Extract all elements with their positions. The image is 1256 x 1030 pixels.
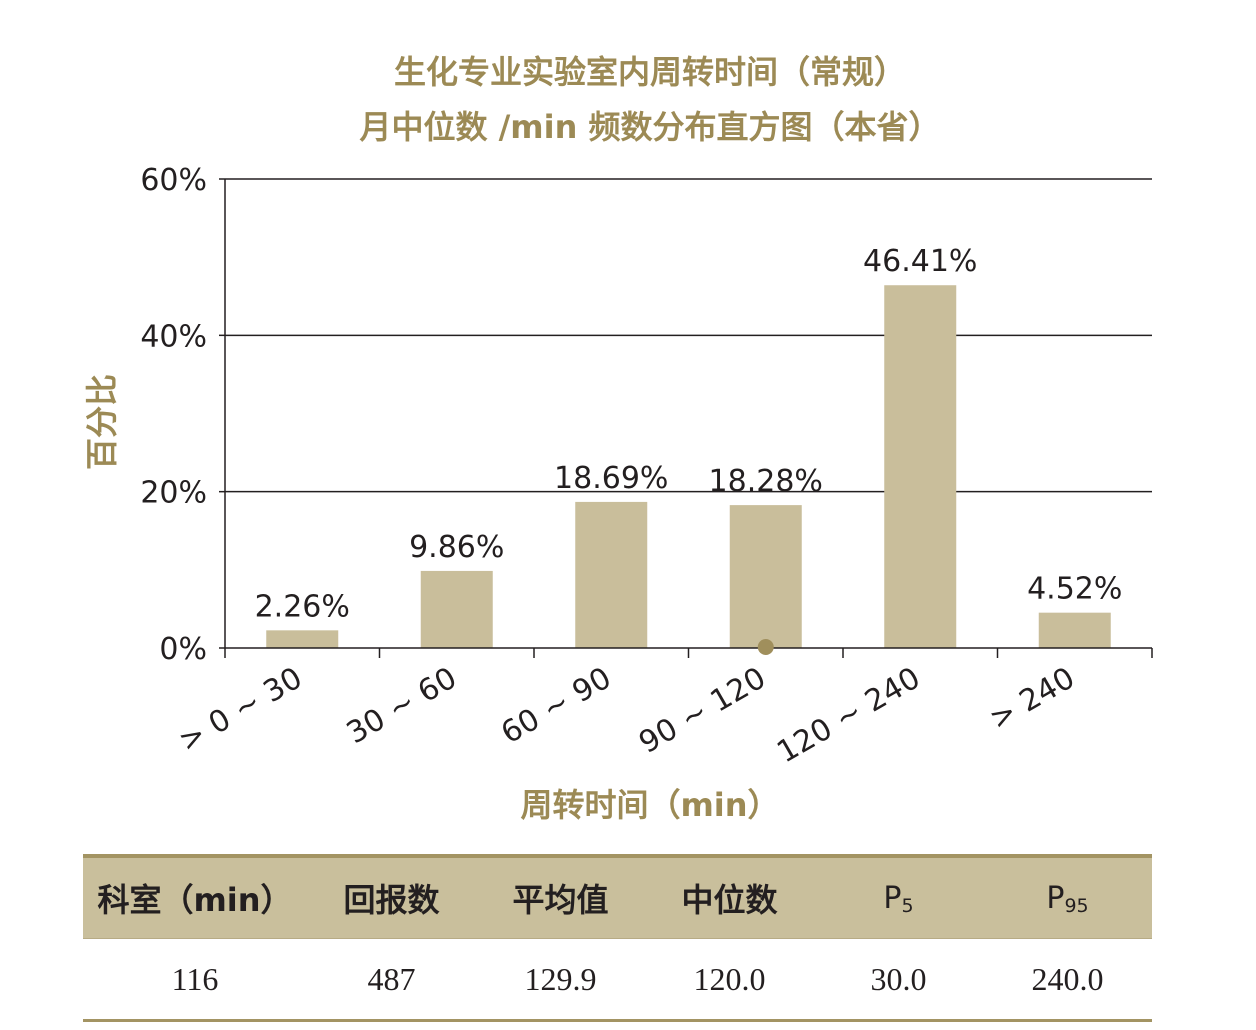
x-tick-label: 60 ~ 90 xyxy=(495,661,617,752)
table-row: 116 487 129.9 120.0 30.0 240.0 xyxy=(83,939,1152,1022)
lab-position-marker xyxy=(757,639,774,655)
markers xyxy=(757,639,774,655)
y-tick-label: 20% xyxy=(140,476,207,511)
bar-5 xyxy=(884,285,957,648)
header-p95-label: P xyxy=(1046,880,1065,916)
bar-6 xyxy=(1038,612,1111,648)
y-tick-label: 0% xyxy=(159,632,207,667)
x-tick-label: 30 ~ 60 xyxy=(341,661,463,752)
chart-title-line-2: 月中位数 /min 频数分布直方图（本省） xyxy=(359,108,940,146)
bar-2 xyxy=(420,570,493,648)
bars xyxy=(266,285,1111,648)
header-report-count: 回报数 xyxy=(343,881,440,919)
summary-table: 科室（min） 回报数 平均值 中位数 P5 P95 116 487 129.9… xyxy=(83,854,1152,1022)
cell-mean: 129.9 xyxy=(524,960,597,997)
bar-value-labels: 2.26% 9.86% 18.69% 18.28% 46.41% 4.52% xyxy=(255,244,1123,624)
cell-p95: 240.0 xyxy=(1031,960,1104,997)
header-p5-label: P xyxy=(883,880,902,916)
gridlines: 0% 20% 40% 60% xyxy=(140,163,1152,667)
bar-4 xyxy=(729,505,802,648)
table-header-row: 科室（min） 回报数 平均值 中位数 P5 P95 xyxy=(83,858,1152,939)
cell-p5: 30.0 xyxy=(870,960,927,997)
chart-title-line-1: 生化专业实验室内周转时间（常规） xyxy=(394,53,906,91)
cell-report-count: 487 xyxy=(367,960,416,997)
header-p5: P5 xyxy=(814,881,983,916)
x-tick-labels: > 0 ~ 30 30 ~ 60 60 ~ 90 90 ~ 120 120 ~ 240 >… xyxy=(173,661,1081,771)
histogram-chart: 生化专业实验室内周转时间（常规） 月中位数 /min 频数分布直方图（本省） 百… xyxy=(83,53,1153,824)
header-p5-subscript: 5 xyxy=(901,894,914,917)
header-p95-subscript: 95 xyxy=(1064,894,1089,917)
bar-value-label: 18.69% xyxy=(554,461,668,496)
bar-3 xyxy=(575,501,648,648)
x-axis-label: 周转时间（min） xyxy=(520,786,779,824)
cell-department-value: 116 xyxy=(171,960,219,997)
bar-value-label: 2.26% xyxy=(255,589,350,624)
header-department-min: 科室（min） xyxy=(97,881,293,919)
bar-value-label: 46.41% xyxy=(863,244,977,279)
header-mean: 平均值 xyxy=(512,881,609,919)
bar-value-label: 9.86% xyxy=(409,530,504,565)
bar-value-label: 4.52% xyxy=(1027,572,1122,607)
bar-value-label: 18.28% xyxy=(709,464,823,499)
y-tick-label: 40% xyxy=(140,319,207,354)
x-tick-label: > 240 xyxy=(984,661,1081,737)
y-axis-label: 百分比 xyxy=(83,374,121,470)
cell-median: 120.0 xyxy=(693,960,766,997)
x-tick-label: 120 ~ 240 xyxy=(771,661,926,771)
bar-1 xyxy=(266,630,339,648)
axes xyxy=(224,179,1153,658)
y-tick-label: 60% xyxy=(140,163,207,198)
x-tick-label: > 0 ~ 30 xyxy=(173,661,308,759)
header-median: 中位数 xyxy=(681,881,778,919)
header-p95: P95 xyxy=(983,881,1152,916)
x-tick-label: 90 ~ 120 xyxy=(633,661,771,761)
